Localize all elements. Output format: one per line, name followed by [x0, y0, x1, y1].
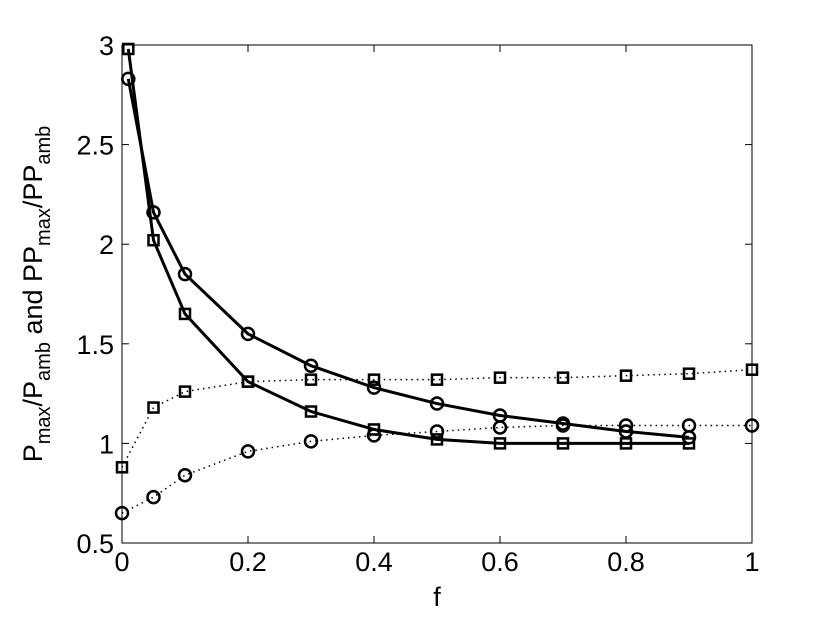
- marker-circle: [146, 489, 161, 505]
- y-label-part: /PP: [18, 165, 48, 209]
- marker-square: [682, 367, 696, 380]
- marker-circle: [366, 428, 382, 443]
- marker-square: [147, 401, 160, 414]
- marker-circle: [366, 380, 382, 395]
- marker-circle: [681, 418, 697, 433]
- x-tick-label: 0.8: [607, 547, 645, 577]
- y-tick-label: 2: [99, 230, 114, 260]
- y-tick-label: 0.5: [76, 529, 114, 559]
- plot-frame: [121, 44, 753, 544]
- marker-circle: [618, 424, 634, 439]
- marker-circle: [240, 326, 256, 342]
- y-tick-label: 1.5: [76, 330, 114, 360]
- marker-square: [367, 423, 381, 436]
- marker-circle: [177, 468, 193, 483]
- x-tick-label: 0.4: [355, 547, 393, 577]
- x-tick-label: 0: [114, 547, 129, 577]
- marker-square: [430, 433, 444, 446]
- marker-square: [115, 461, 129, 474]
- marker-square: [556, 371, 570, 384]
- marker-square: [745, 363, 759, 376]
- x-tick-label: 0.6: [481, 547, 519, 577]
- series-line: [126, 48, 689, 445]
- marker-square: [493, 437, 507, 450]
- marker-circle: [555, 418, 571, 433]
- marker-square: [178, 385, 192, 398]
- y-label-part: P: [18, 444, 48, 462]
- marker-circle: [429, 396, 445, 411]
- marker-circle: [492, 420, 508, 435]
- marker-circle: [114, 505, 130, 521]
- marker-square: [430, 373, 444, 386]
- y-tick-label: 1: [99, 429, 114, 459]
- marker-square: [241, 375, 255, 388]
- marker-circle: [303, 358, 319, 373]
- y-label-subscript: max: [33, 208, 55, 246]
- y-label-subscript: amb: [33, 342, 55, 381]
- marker-square: [304, 405, 318, 418]
- marker-square: [178, 307, 192, 321]
- x-axis-label: f: [433, 582, 441, 612]
- y-label-part: /P: [18, 381, 48, 407]
- marker-circle: [240, 444, 256, 459]
- marker-circle: [744, 418, 760, 433]
- marker-square: [122, 42, 135, 56]
- marker-square: [304, 373, 318, 386]
- x-tick-label: 1: [744, 547, 759, 577]
- y-axis-label: Pmax/Pamb and PPmax/PPamb: [18, 126, 55, 463]
- marker-circle: [146, 205, 161, 220]
- marker-circle: [429, 424, 445, 439]
- marker-circle: [121, 71, 136, 87]
- x-tick-label: 0.2: [229, 547, 267, 577]
- marker-square: [619, 369, 633, 382]
- marker-square: [493, 371, 507, 384]
- y-label-subscript: max: [33, 406, 55, 444]
- marker-circle: [177, 266, 193, 282]
- marker-square: [147, 233, 160, 247]
- marker-square: [556, 437, 570, 450]
- marker-circle: [303, 434, 319, 449]
- y-tick-label: 2.5: [76, 131, 114, 161]
- y-tick-label: 3: [99, 31, 114, 61]
- y-label-subscript: amb: [33, 126, 55, 165]
- marker-circle: [618, 418, 634, 433]
- marker-square: [682, 437, 696, 450]
- y-label-part: and PP: [18, 246, 48, 342]
- series-line: [126, 78, 690, 439]
- marker-square: [367, 373, 381, 386]
